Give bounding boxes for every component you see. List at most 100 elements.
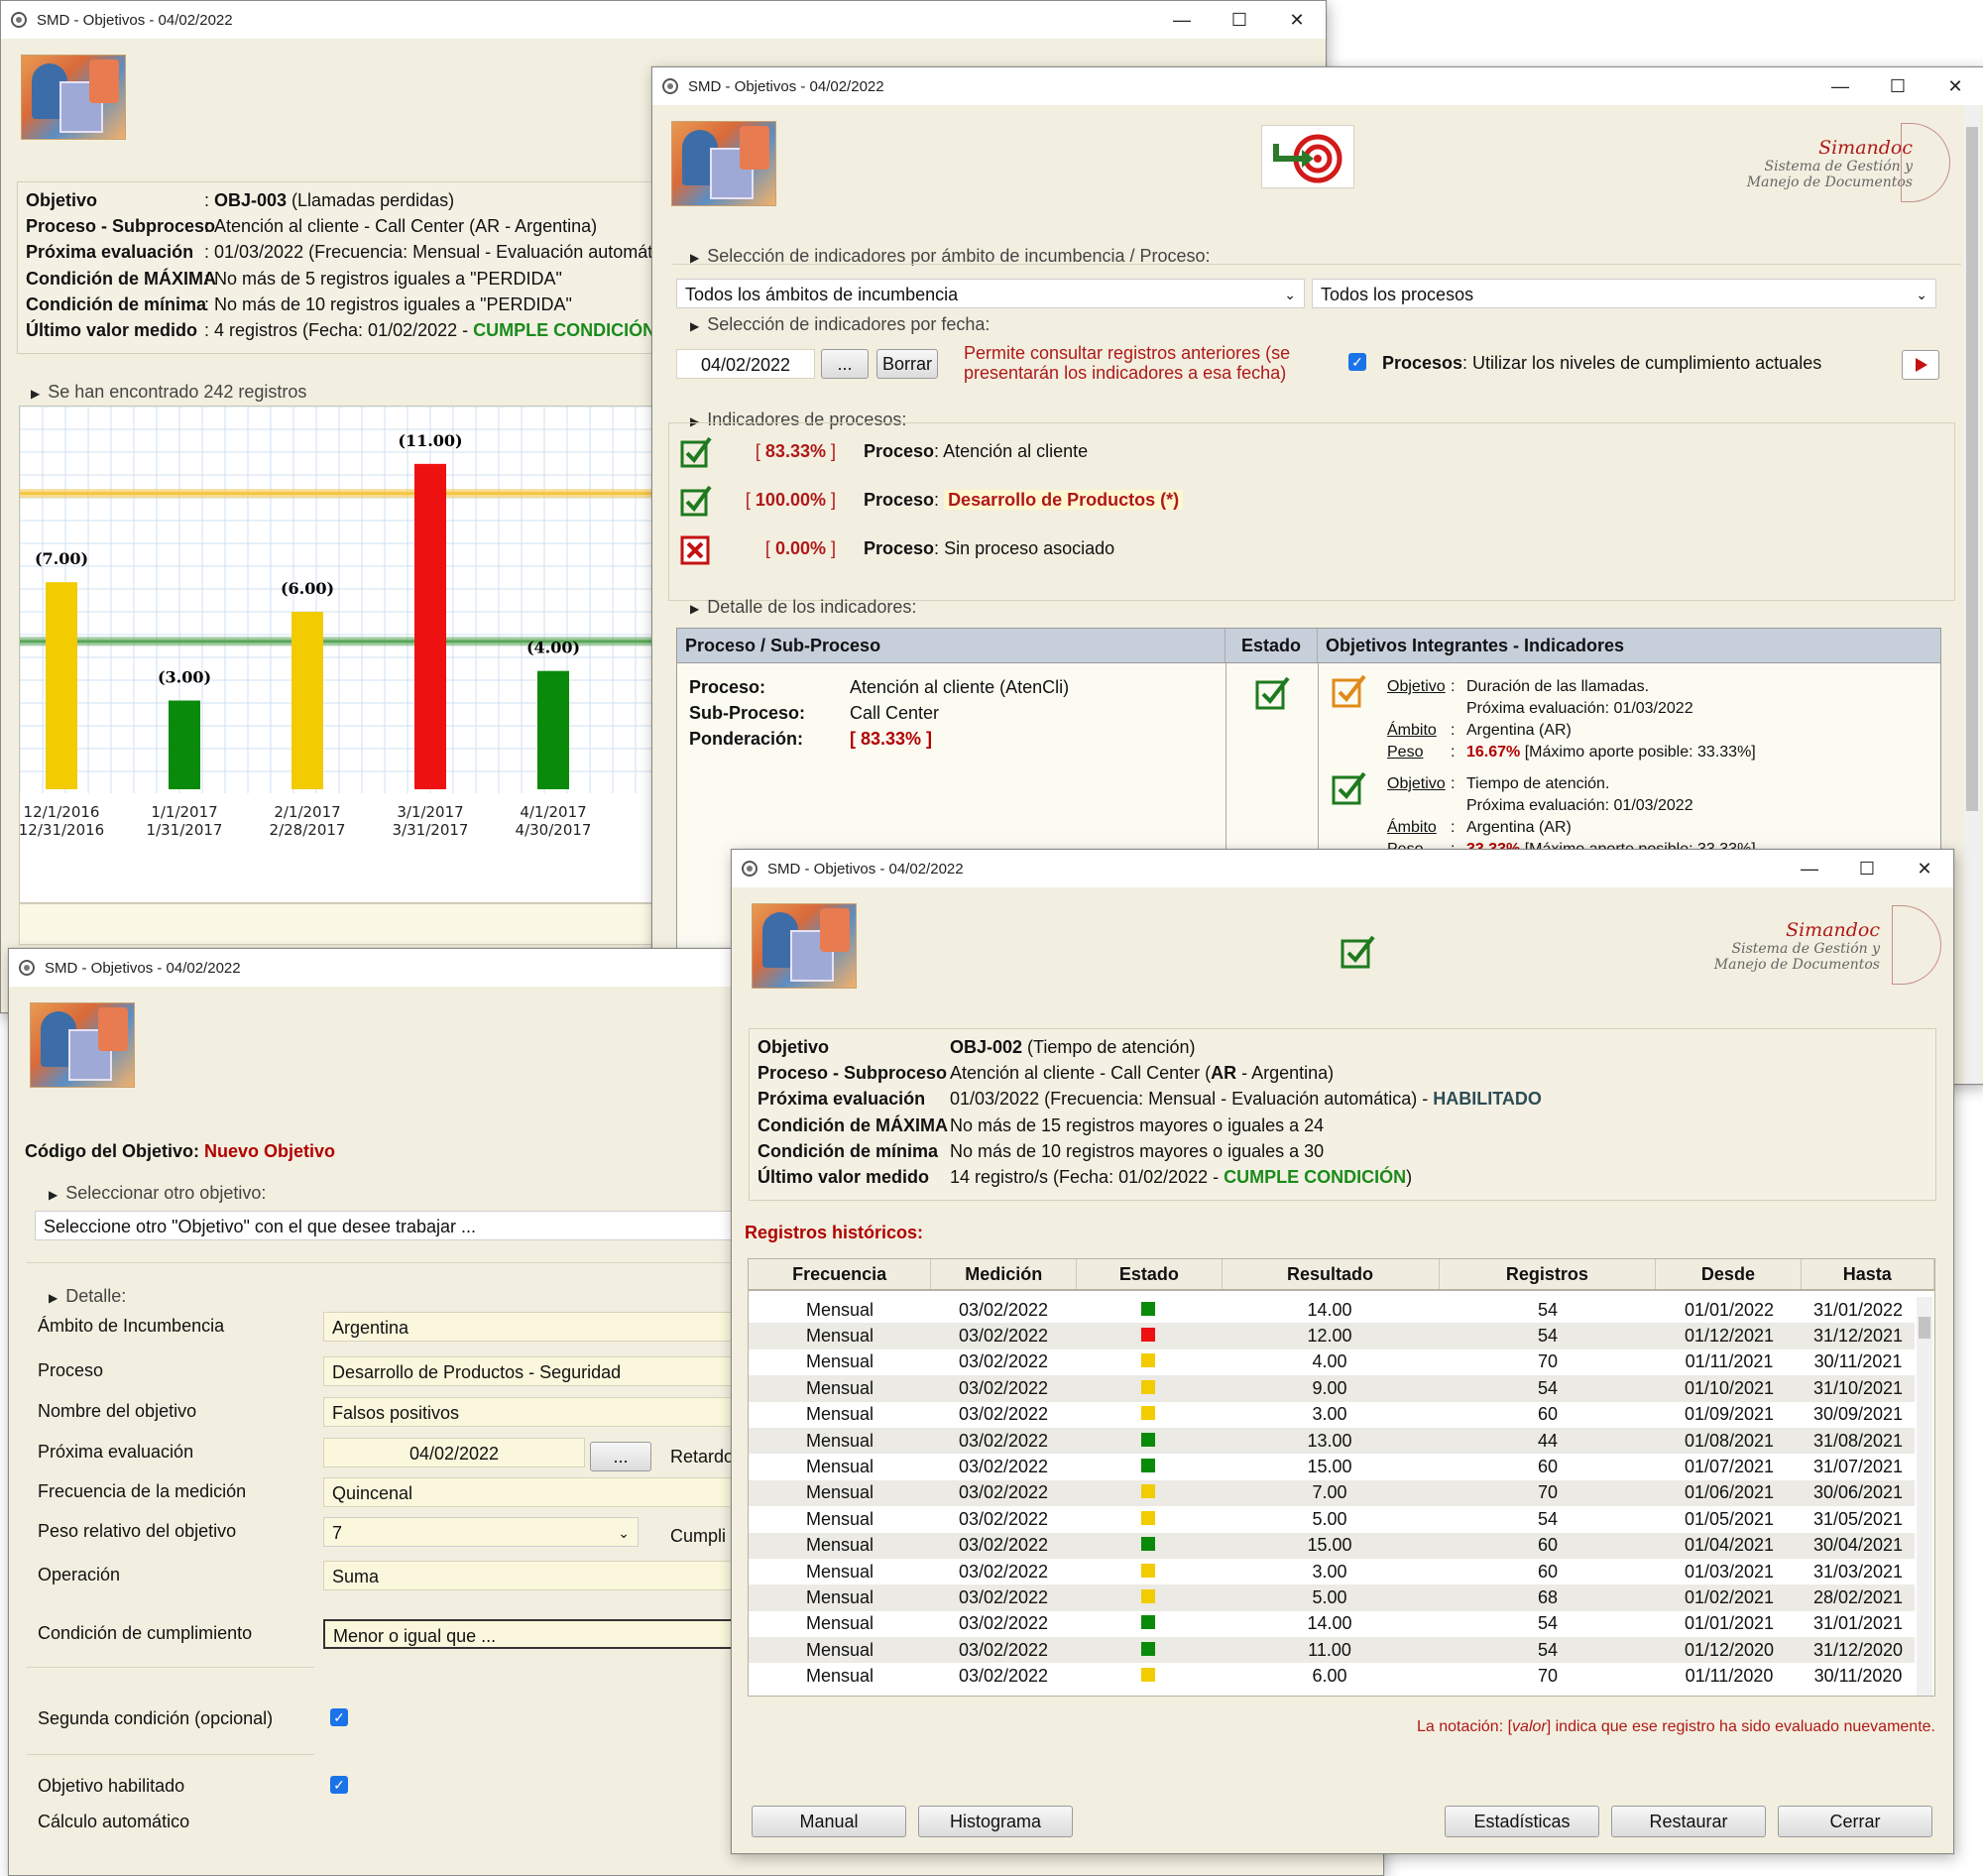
- bar-value-label: (6.00): [281, 579, 334, 598]
- table-cell: 60: [1439, 1532, 1657, 1559]
- table-cell: 11.00: [1221, 1637, 1439, 1664]
- table-cell: 01/11/2020: [1685, 1666, 1774, 1687]
- manual-button[interactable]: Manual: [752, 1806, 906, 1837]
- indicator-process[interactable]: Proceso: Atención al cliente: [864, 441, 1088, 462]
- chart-bar[interactable]: [46, 582, 77, 789]
- chart-bar[interactable]: [537, 670, 569, 789]
- detail-header[interactable]: ▶ Detalle:: [49, 1286, 127, 1306]
- maximize-icon[interactable]: ☐: [1230, 9, 1248, 30]
- history-window-titlebar[interactable]: SMD - Objetivos - 04/02/2022 — ☐ ✕: [732, 850, 1953, 887]
- table-row[interactable]: Mensual 03/02/2022 5.00 54 01/05/2021 31/05/2…: [749, 1506, 1915, 1532]
- maximize-icon[interactable]: ☐: [1858, 858, 1876, 879]
- table-cell: 54: [1439, 1375, 1657, 1402]
- table-row[interactable]: Mensual 03/02/2022 5.00 68 01/02/2021 28/02/2…: [749, 1584, 1915, 1611]
- x-tick-label: 3/1/2017: [397, 803, 463, 821]
- table-cell: 3.00: [1312, 1561, 1347, 1582]
- clear-date-button[interactable]: Borrar: [876, 349, 938, 379]
- table-row[interactable]: Mensual 03/02/2022 3.00 60 01/03/2021 31/03/2…: [749, 1559, 1915, 1584]
- column-header[interactable]: Estado: [1076, 1259, 1223, 1289]
- date-picker-button[interactable]: ...: [821, 349, 869, 379]
- chart-bar[interactable]: [169, 700, 200, 790]
- objective-select[interactable]: Seleccione otro "Objetivo" con el que de…: [35, 1211, 768, 1240]
- table-row[interactable]: Mensual 03/02/2022 7.00 70 01/06/2021 30/06/2…: [749, 1479, 1915, 1507]
- table-row[interactable]: Mensual 03/02/2022 15.00 60 01/07/2021 31/07/…: [749, 1454, 1915, 1479]
- table-row[interactable]: Mensual 03/02/2022 3.00 60 01/09/2021 30/09/2…: [749, 1402, 1915, 1428]
- indicator-process[interactable]: Proceso: Desarrollo de Productos (*): [864, 490, 1184, 511]
- records-found-header[interactable]: ▶ Se han encontrado 242 registros: [31, 382, 307, 402]
- maximize-icon[interactable]: ☐: [1889, 75, 1907, 96]
- chart-bar[interactable]: [292, 612, 323, 789]
- play-button[interactable]: [1902, 350, 1939, 380]
- scope-selection-header[interactable]: ▶ Selección de indicadores por ámbito de …: [690, 246, 1211, 266]
- table-cell: 60: [1537, 1561, 1559, 1582]
- table-row[interactable]: Mensual 03/02/2022 6.00 70 01/11/2020 30/11/2…: [749, 1663, 1915, 1689]
- table-row[interactable]: Mensual 03/02/2022 11.00 54 01/12/2020 31/12/…: [749, 1637, 1915, 1664]
- bar-value-label: (3.00): [158, 668, 211, 687]
- window-scrollbar[interactable]: [1964, 105, 1980, 1084]
- table-row[interactable]: Mensual 03/02/2022 4.00 70 01/11/2021 30/11/2…: [749, 1349, 1915, 1375]
- field-input[interactable]: 04/02/2022: [323, 1438, 585, 1467]
- target-button[interactable]: [1261, 125, 1354, 188]
- status-square-icon: [1141, 1668, 1155, 1683]
- table-row[interactable]: Mensual 03/02/2022 14.00 54 01/01/2021 31/01/…: [749, 1611, 1915, 1637]
- objective-item[interactable]: Objetivo: Duración de las llamadas. Próxim…: [1387, 676, 1756, 763]
- procesos-checkbox[interactable]: ✓: [1348, 353, 1366, 371]
- colon: :: [1451, 775, 1456, 792]
- info-value-bold: OBJ-002: [950, 1037, 1023, 1057]
- date-note: Permite consultar registros anteriores (…: [964, 343, 1290, 383]
- info-value: 4 registros (Fecha: 01/02/2022 -: [214, 320, 474, 340]
- process-indicators-label: Indicadores de procesos:: [707, 410, 907, 429]
- table-cell: 31/07/2021: [1812, 1457, 1904, 1477]
- brand-block: Simandoc Sistema de Gestión y Manejo de …: [1714, 919, 1880, 973]
- second-condition-checkbox[interactable]: ✓: [330, 1708, 348, 1726]
- minimize-icon[interactable]: —: [1831, 75, 1849, 96]
- table-row[interactable]: Mensual 03/02/2022 12.00 54 01/12/2021 31/12/…: [749, 1323, 1915, 1349]
- date-picker-button[interactable]: ...: [590, 1442, 651, 1471]
- column-header[interactable]: Medición: [930, 1259, 1078, 1289]
- table-row[interactable]: Mensual 03/02/2022 15.00 60 01/04/2021 30/04/…: [749, 1532, 1915, 1559]
- history-header-row: Frecuencia Medición Estado Resultado Registr…: [749, 1259, 1934, 1289]
- scrollbar-thumb[interactable]: [1919, 1317, 1930, 1339]
- column-header[interactable]: Registros: [1439, 1259, 1657, 1289]
- enabled-checkbox[interactable]: ✓: [330, 1776, 348, 1794]
- chart-window-titlebar[interactable]: SMD - Objetivos - 04/02/2022 — ☐ ✕: [1, 1, 1326, 39]
- column-header[interactable]: Desde: [1655, 1259, 1802, 1289]
- restore-button[interactable]: Restaurar: [1611, 1806, 1766, 1837]
- date-input[interactable]: 04/02/2022: [676, 349, 815, 379]
- column-header[interactable]: Frecuencia: [749, 1259, 932, 1289]
- field-select[interactable]: 7 ⌄: [323, 1517, 639, 1547]
- minimize-icon[interactable]: —: [1173, 9, 1191, 30]
- scope-label: Ámbito: [1387, 819, 1437, 836]
- process-indicators-header[interactable]: ▶ Indicadores de procesos:: [690, 410, 907, 429]
- status-cell: [1076, 1479, 1221, 1507]
- chart-bar[interactable]: [414, 463, 446, 789]
- status-cell: [1076, 1297, 1221, 1323]
- statistics-button[interactable]: Estadísticas: [1445, 1806, 1599, 1837]
- close-icon[interactable]: ✕: [1289, 9, 1305, 30]
- indicator-details-header[interactable]: ▶ Detalle de los indicadores:: [690, 597, 917, 617]
- table-row[interactable]: Mensual 03/02/2022 9.00 54 01/10/2021 31/10/2…: [749, 1375, 1915, 1402]
- column-header[interactable]: Resultado: [1222, 1259, 1440, 1289]
- indicator-details-label: Detalle de los indicadores:: [707, 597, 917, 617]
- date-selection-header[interactable]: ▶ Selección de indicadores por fecha:: [690, 314, 991, 334]
- colon: :: [1451, 678, 1456, 695]
- select-objective-header[interactable]: ▶ Seleccionar otro objetivo:: [49, 1183, 267, 1203]
- process-select[interactable]: Todos los procesos ⌄: [1312, 279, 1936, 308]
- scope-select[interactable]: Todos los ámbitos de incumbencia ⌄: [676, 279, 1305, 308]
- histogram-button[interactable]: Histograma: [918, 1806, 1073, 1837]
- field-label: Ámbito de Incumbencia: [38, 1316, 225, 1336]
- close-icon[interactable]: ✕: [1947, 75, 1963, 96]
- close-button[interactable]: Cerrar: [1778, 1806, 1932, 1837]
- close-icon[interactable]: ✕: [1917, 858, 1932, 879]
- colon: :: [934, 538, 945, 558]
- table-row[interactable]: Mensual 03/02/2022 13.00 44 01/08/2021 31/08/…: [749, 1427, 1915, 1455]
- minimize-icon[interactable]: —: [1801, 858, 1818, 879]
- objective-item[interactable]: Objetivo: Tiempo de atención. Próxima eval…: [1387, 773, 1756, 861]
- indicator-process[interactable]: Proceso: Sin proceso asociado: [864, 538, 1114, 559]
- indicators-window-titlebar[interactable]: SMD - Objetivos - 04/02/2022 — ☐ ✕: [652, 67, 1983, 105]
- table-row[interactable]: Mensual 03/02/2022 14.00 54 01/01/2022 31/01/…: [749, 1297, 1915, 1323]
- history-scrollbar[interactable]: [1917, 1297, 1932, 1696]
- scrollbar-thumb[interactable]: [1966, 127, 1978, 811]
- bracket: [: [755, 441, 765, 461]
- column-header[interactable]: Hasta: [1801, 1259, 1934, 1289]
